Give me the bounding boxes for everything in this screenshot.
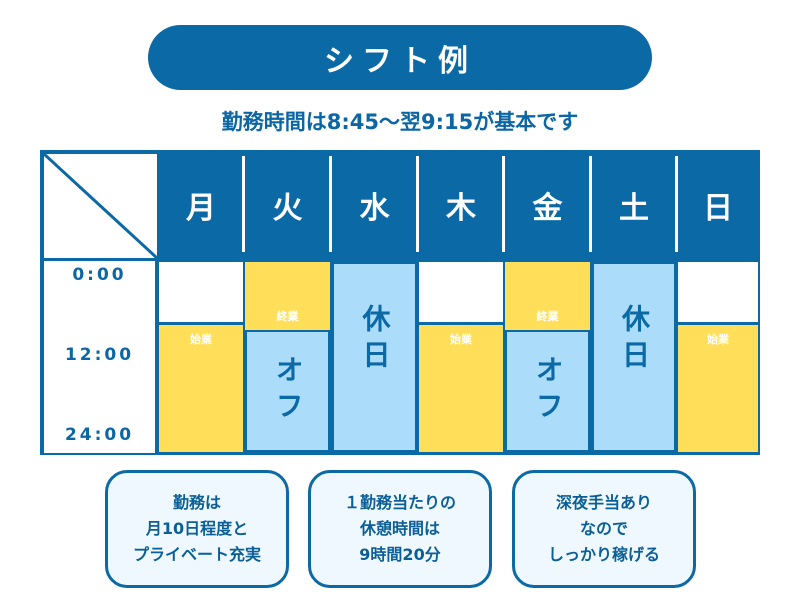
day-label: 月 [186, 191, 216, 226]
note-line: 深夜手当あり [555, 493, 652, 512]
work-block: 始業 [678, 325, 758, 452]
holiday-label: 休日 [358, 304, 392, 376]
note-box: 勤務は 月10日程度と プライベート充実 [105, 470, 289, 588]
header-divider [242, 156, 245, 252]
holiday-label: 休日 [618, 304, 651, 376]
note-box: 深夜手当あり なので しっかり稼げる [512, 470, 696, 588]
day-header: 金 [505, 152, 590, 258]
free-block [678, 262, 758, 322]
day-header: 土 [592, 152, 676, 258]
time-column: 0:00 12:00 24:00 [44, 261, 155, 453]
note-line: １勤務当たりの [343, 493, 456, 512]
day-label: 木 [446, 191, 476, 226]
header-divider [329, 156, 332, 252]
day-label: 土 [619, 191, 649, 226]
header-divider [416, 156, 419, 252]
off-block: オフ [505, 330, 590, 452]
off-label: オフ [271, 355, 305, 427]
day-column: 終業 オフ [245, 262, 330, 452]
end-label: 終業 [536, 310, 559, 323]
start-label: 始業 [707, 333, 729, 346]
day-column: 休日 [332, 262, 417, 452]
day-header: 水 [332, 152, 417, 258]
time-label: 0:00 [72, 265, 127, 285]
note-line: しっかり稼げる [547, 545, 660, 564]
day-label: 水 [359, 191, 390, 226]
time-label: 24:00 [64, 425, 135, 445]
day-label: 金 [532, 191, 563, 226]
work-block: 終業 [505, 262, 590, 330]
off-block: オフ [245, 330, 330, 452]
work-block: 始業 [159, 325, 243, 452]
note-line: 勤務は [172, 493, 221, 512]
day-column: 始業 [159, 262, 243, 452]
header-divider [675, 156, 678, 252]
start-label: 始業 [450, 333, 472, 346]
page-title: シフト例 [148, 25, 652, 90]
day-header: 火 [245, 152, 330, 258]
header-divider [589, 156, 592, 252]
diagonal-line [42, 152, 159, 260]
note-line: 9時間20分 [359, 545, 441, 564]
day-label: 日 [703, 191, 733, 226]
work-block: 始業 [419, 325, 503, 452]
work-block: 終業 [245, 262, 330, 330]
day-column: 始業 [678, 262, 758, 452]
subtitle: 勤務時間は8:45〜翌9:15が基本です [221, 110, 579, 134]
day-column: 休日 [592, 262, 676, 452]
free-block [419, 262, 503, 322]
day-column: 始業 [419, 262, 503, 452]
note-line: 月10日程度と [145, 519, 249, 538]
day-header: 日 [678, 152, 758, 258]
day-header: 月 [159, 152, 243, 258]
day-label: 火 [272, 191, 303, 226]
off-label: オフ [531, 355, 565, 427]
holiday-block: 休日 [332, 262, 417, 452]
start-label: 始業 [190, 333, 212, 346]
day-header: 木 [419, 152, 503, 258]
table-corner [42, 152, 159, 260]
header-divider [502, 156, 505, 252]
day-column: 終業 オフ [505, 262, 590, 452]
shift-table: 0:00 12:00 24:00 月 始業 火終業 オフ 水休日 木 始業 金終業 オフ… [40, 150, 760, 455]
time-label: 12:00 [64, 345, 135, 365]
note-line: なので [579, 519, 628, 538]
note-line: 休憩時間は [359, 519, 440, 538]
note-line: プライベート充実 [132, 545, 261, 564]
note-box: １勤務当たりの 休憩時間は 9時間20分 [308, 470, 492, 588]
holiday-block: 休日 [592, 262, 676, 452]
end-label: 終業 [276, 310, 299, 323]
free-block [159, 262, 243, 322]
